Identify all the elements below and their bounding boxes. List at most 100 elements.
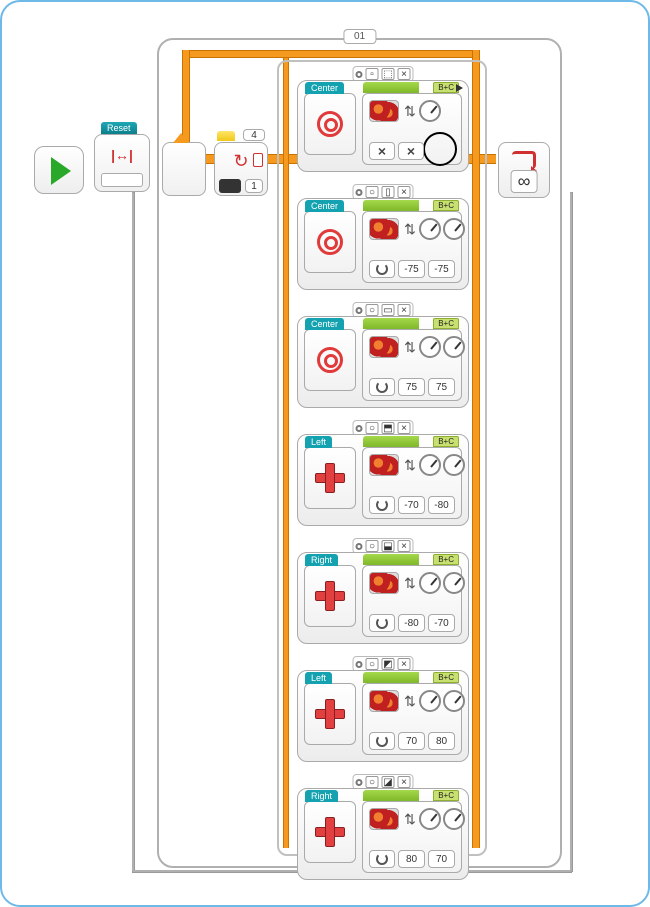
mode-icon: ⇅	[403, 690, 417, 712]
power-value[interactable]: 70	[398, 732, 425, 750]
motor-block[interactable]: B+C⇅-75-75	[362, 211, 462, 283]
radio-dot-icon[interactable]	[356, 779, 363, 786]
loop-icon	[512, 151, 536, 169]
loop-end-block[interactable]: ∞	[498, 142, 550, 198]
radio-dot-icon[interactable]	[356, 543, 363, 550]
sensor-block[interactable]: Center	[304, 211, 356, 273]
motor-block[interactable]: B+C⇅××	[362, 93, 462, 165]
loop-count[interactable]: ∞	[511, 170, 538, 193]
param-row: -75-75	[369, 260, 455, 278]
power-value[interactable]: 80	[428, 732, 455, 750]
selector-glyph[interactable]: ○	[366, 540, 379, 552]
selector-glyph[interactable]: ×	[398, 776, 411, 788]
mode-rotate-icon[interactable]	[369, 614, 395, 632]
power-value[interactable]: -75	[428, 260, 455, 278]
switch-case: ○⬒×LeftB+C⇅-70-80	[297, 434, 469, 526]
stop-icon[interactable]: ×	[369, 142, 395, 160]
gauge-icon	[443, 336, 465, 358]
selector-glyph[interactable]: ▫	[366, 68, 379, 80]
refresh-icon	[376, 853, 388, 865]
myblock-reset[interactable]: Reset |↔|	[94, 134, 150, 192]
motor-block[interactable]: B+C⇅7080	[362, 683, 462, 755]
selector-glyph[interactable]: ◩	[382, 658, 395, 670]
switch-case: ○▭×CenterB+C⇅7575	[297, 316, 469, 408]
radio-dot-icon[interactable]	[356, 425, 363, 432]
selector-glyph[interactable]: ×	[398, 422, 411, 434]
sensor-block[interactable]: Right	[304, 565, 356, 627]
radio-dot-icon[interactable]	[356, 307, 363, 314]
sensor-block[interactable]: Left	[304, 447, 356, 509]
loop-label[interactable]: 01	[343, 29, 376, 44]
port-label[interactable]: B+C	[433, 790, 459, 801]
port-label[interactable]: B+C	[433, 200, 459, 211]
loop-start[interactable]	[162, 142, 206, 196]
selector-glyph[interactable]: ○	[366, 422, 379, 434]
selector-glyph[interactable]: ○	[366, 658, 379, 670]
sensor-label: Left	[305, 672, 332, 684]
selector-glyph[interactable]: ○	[366, 776, 379, 788]
mode-rotate-icon[interactable]	[369, 732, 395, 750]
port-label[interactable]: B+C	[433, 318, 459, 329]
channel-value[interactable]: 4	[243, 129, 265, 141]
mode-rotate-icon[interactable]	[369, 496, 395, 514]
selector-glyph[interactable]: ○	[366, 186, 379, 198]
start-block[interactable]	[34, 146, 84, 194]
selector-glyph[interactable]: ◪	[382, 776, 395, 788]
sensor-block[interactable]: Left	[304, 683, 356, 745]
power-value[interactable]: -80	[398, 614, 425, 632]
data-wire	[570, 192, 573, 872]
selector-glyph[interactable]: ○	[366, 304, 379, 316]
radio-dot-icon[interactable]	[356, 71, 363, 78]
power-value[interactable]: -70	[428, 614, 455, 632]
sensor-block[interactable]: Center	[304, 329, 356, 391]
sensor-block[interactable]: Center	[304, 93, 356, 155]
sensor-block[interactable]: Right	[304, 801, 356, 863]
mode-rotate-icon[interactable]	[369, 260, 395, 278]
dpad-icon	[315, 817, 345, 847]
motor-block[interactable]: B+C⇅-70-80	[362, 447, 462, 519]
stop-icon[interactable]: ×	[398, 142, 424, 160]
switch-block[interactable]: 4 ↻ 1	[214, 142, 268, 196]
power-value[interactable]: -80	[428, 496, 455, 514]
selector-glyph[interactable]: ×	[398, 304, 411, 316]
motor-block[interactable]: B+C⇅7575	[362, 329, 462, 401]
play-icon	[51, 157, 71, 185]
refresh-icon	[376, 263, 388, 275]
selector-glyph[interactable]: ×	[398, 186, 411, 198]
sensor-label: Center	[305, 82, 344, 94]
param-slot	[101, 173, 143, 187]
mode-rotate-icon[interactable]	[369, 378, 395, 396]
selector-glyph[interactable]: ⬒	[382, 422, 395, 434]
selector-glyph[interactable]: ×	[398, 658, 411, 670]
loop-icon: ↻	[233, 151, 248, 172]
dpad-icon	[315, 581, 345, 611]
port-label[interactable]: B+C	[433, 554, 459, 565]
port-label[interactable]: B+C	[433, 672, 459, 683]
action-tab	[363, 790, 419, 801]
power-value[interactable]: 80	[398, 850, 425, 868]
mode-rotate-icon[interactable]	[369, 850, 395, 868]
gauge-icon	[419, 808, 441, 830]
selector-glyph[interactable]: ×	[398, 68, 411, 80]
power-value[interactable]: -70	[398, 496, 425, 514]
power-value[interactable]: 75	[428, 378, 455, 396]
radio-dot-icon[interactable]	[356, 661, 363, 668]
selector-glyph[interactable]: ▯	[382, 186, 395, 198]
selector-glyph[interactable]: ⬚	[382, 68, 395, 80]
power-value[interactable]: -75	[398, 260, 425, 278]
power-value[interactable]: 75	[398, 378, 425, 396]
case-body: Left B+C ⇅ 7080	[297, 670, 469, 762]
action-tab	[363, 554, 419, 565]
port-label[interactable]: B+C	[433, 436, 459, 447]
data-wire	[132, 192, 135, 872]
selector-glyph[interactable]: ⬓	[382, 540, 395, 552]
count-value[interactable]: 1	[245, 179, 263, 193]
action-tab	[363, 672, 419, 683]
selector-glyph[interactable]: ▭	[382, 304, 395, 316]
motor-block[interactable]: B+C⇅-80-70	[362, 565, 462, 637]
radio-dot-icon[interactable]	[356, 189, 363, 196]
selector-glyph[interactable]: ×	[398, 540, 411, 552]
motor-block[interactable]: B+C⇅8070	[362, 801, 462, 873]
mode-icon: ⇅	[403, 218, 417, 240]
power-value[interactable]: 70	[428, 850, 455, 868]
